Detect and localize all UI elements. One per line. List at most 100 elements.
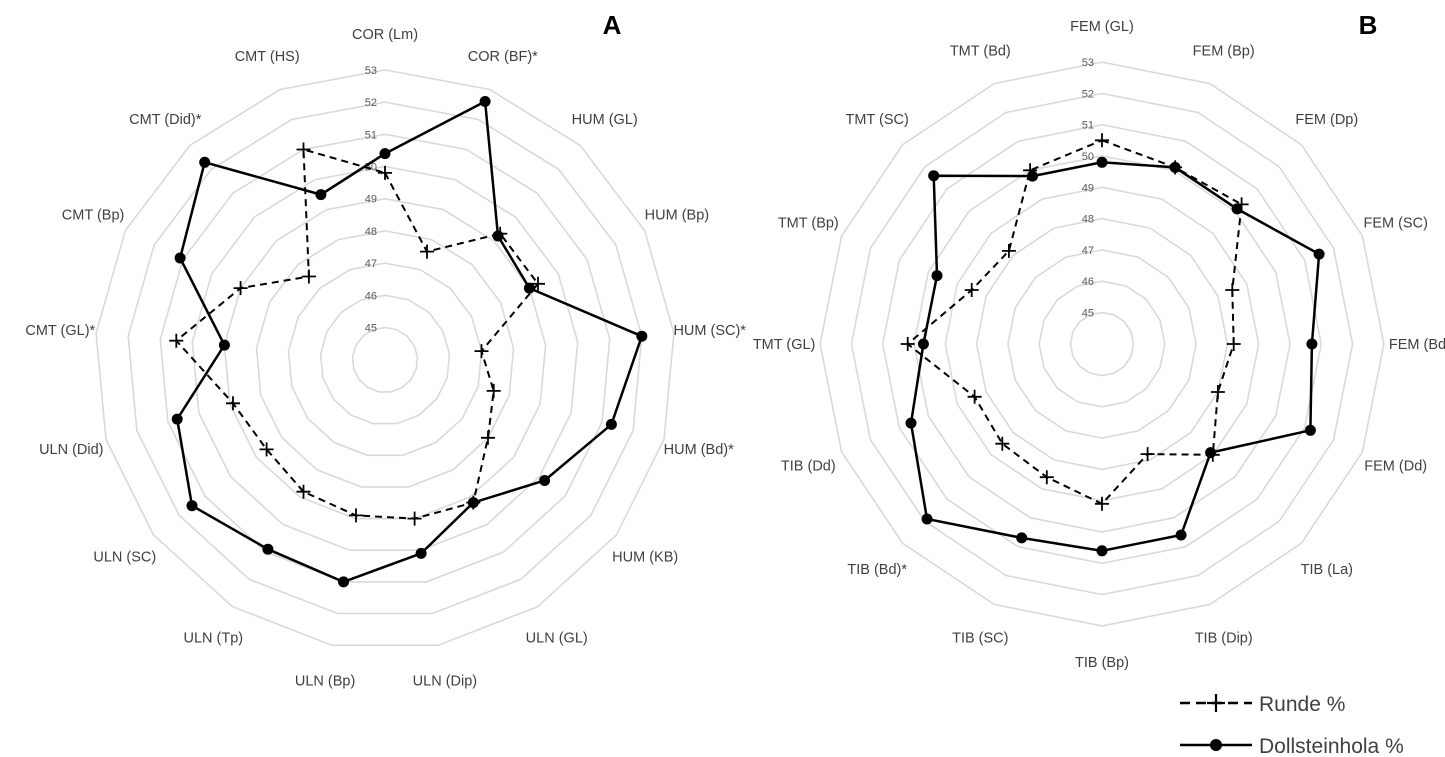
panel-b-letter: B bbox=[1359, 10, 1378, 40]
grid-ring bbox=[95, 69, 675, 647]
data-point-dollsteinhola bbox=[415, 547, 427, 559]
data-point-runde bbox=[296, 484, 311, 499]
data-point-dollsteinhola bbox=[262, 543, 274, 555]
legend-dollsteinhola-marker bbox=[1210, 739, 1222, 751]
category-label: TIB (Dd) bbox=[781, 459, 836, 475]
category-label: ULN (Tp) bbox=[183, 630, 243, 646]
category-label: ULN (Bp) bbox=[295, 674, 355, 690]
data-point-runde bbox=[296, 142, 311, 157]
grid-ring bbox=[287, 262, 483, 457]
radial-tick-label: 50 bbox=[1082, 151, 1094, 163]
data-point-runde bbox=[531, 276, 545, 291]
data-point-dollsteinhola bbox=[1096, 545, 1108, 557]
category-label: FEM (Bp) bbox=[1193, 43, 1255, 59]
data-point-dollsteinhola bbox=[928, 170, 940, 182]
grid-ring bbox=[351, 326, 419, 393]
radial-tick-label: 51 bbox=[1082, 120, 1094, 132]
radar-chart-b: 45 46 47 48 49 50 51 52 53 FEM (GL) FEM (Bp) FEM (D… bbox=[753, 19, 1445, 671]
data-point-dollsteinhola bbox=[218, 339, 230, 351]
category-label: CMT (GL)* bbox=[25, 323, 95, 339]
radial-tick-label: 47 bbox=[1082, 245, 1094, 257]
data-point-dollsteinhola bbox=[479, 96, 491, 107]
grid-ring bbox=[319, 294, 451, 425]
data-point-dollsteinhola bbox=[1231, 203, 1243, 215]
radial-tick-label: 45 bbox=[365, 323, 377, 335]
data-point-runde bbox=[964, 283, 979, 297]
category-label: TIB (SC) bbox=[952, 631, 1008, 647]
data-point-dollsteinhola bbox=[1205, 447, 1217, 459]
data-point-dollsteinhola bbox=[174, 252, 186, 264]
grid-ring bbox=[255, 230, 515, 488]
legend-runde-marker bbox=[1207, 694, 1225, 712]
category-label: HUM (Bp) bbox=[645, 208, 709, 224]
data-point-runde bbox=[407, 511, 422, 526]
legend: Runde % Dollsteinhola % bbox=[1180, 693, 1404, 757]
data-point-dollsteinhola bbox=[1016, 532, 1028, 544]
data-point-dollsteinhola bbox=[492, 230, 504, 242]
data-point-runde bbox=[486, 383, 501, 398]
legend-item-dollsteinhola: Dollsteinhola % bbox=[1180, 735, 1404, 757]
category-label: CMT (Bp) bbox=[62, 208, 125, 224]
data-point-runde bbox=[1226, 337, 1241, 351]
data-point-dollsteinhola bbox=[186, 500, 198, 512]
radial-tick-label: 49 bbox=[365, 194, 377, 206]
radial-tick-label: 48 bbox=[1082, 214, 1094, 226]
data-point-dollsteinhola bbox=[1306, 338, 1318, 350]
data-point-dollsteinhola bbox=[1027, 170, 1038, 182]
data-point-runde bbox=[1001, 243, 1016, 258]
data-point-runde bbox=[1140, 447, 1155, 462]
panel-a-letter: A bbox=[603, 10, 622, 40]
category-label: HUM (SC)* bbox=[673, 323, 746, 339]
category-label: ULN (GL) bbox=[526, 630, 588, 646]
data-point-dollsteinhola bbox=[1313, 248, 1325, 260]
category-label: FEM (Dd) bbox=[1364, 459, 1427, 475]
category-label: TMT (Bd) bbox=[950, 43, 1011, 59]
category-label: CMT (HS) bbox=[235, 49, 300, 65]
data-point-dollsteinhola bbox=[338, 576, 349, 588]
series-line-runde bbox=[174, 148, 540, 520]
radial-tick-label: 53 bbox=[365, 65, 377, 77]
data-point-dollsteinhola bbox=[636, 330, 648, 342]
legend-item-runde: Runde % bbox=[1180, 693, 1345, 716]
category-label: TMT (Bp) bbox=[778, 215, 839, 231]
series-line-dollsteinhola bbox=[175, 99, 644, 584]
grid-ring bbox=[819, 61, 1385, 627]
radial-tick-label: 49 bbox=[1082, 182, 1094, 194]
data-point-runde bbox=[226, 396, 240, 411]
data-point-runde bbox=[481, 430, 495, 445]
data-point-dollsteinhola bbox=[905, 417, 917, 429]
category-label: FEM (Dp) bbox=[1295, 112, 1358, 128]
data-point-runde bbox=[301, 269, 316, 284]
category-label: TIB (La) bbox=[1301, 562, 1353, 578]
data-point-runde bbox=[1210, 385, 1225, 399]
category-label: FEM (SC) bbox=[1363, 215, 1427, 231]
radial-tick-label: 45 bbox=[1082, 308, 1094, 320]
data-point-dollsteinhola bbox=[1169, 161, 1181, 173]
category-label: FEM (GL) bbox=[1070, 19, 1134, 35]
grid-ring bbox=[850, 92, 1354, 596]
category-label: CMT (Did)* bbox=[129, 112, 202, 128]
category-label: TMT (SC) bbox=[846, 112, 909, 128]
data-point-runde bbox=[1095, 496, 1109, 511]
category-label: HUM (Bd)* bbox=[664, 442, 734, 458]
category-label: HUM (GL) bbox=[572, 112, 638, 128]
radial-tick-label: 53 bbox=[1082, 57, 1094, 69]
grid-ring bbox=[1069, 311, 1135, 377]
data-point-dollsteinhola bbox=[315, 189, 327, 201]
data-point-runde bbox=[1095, 133, 1109, 148]
grid-ring bbox=[913, 155, 1291, 533]
radial-tick-label: 47 bbox=[365, 258, 377, 270]
data-point-runde bbox=[967, 389, 982, 404]
radial-tick-label: 48 bbox=[365, 226, 377, 238]
data-point-runde bbox=[420, 244, 434, 259]
radial-tick-label: 52 bbox=[1082, 88, 1094, 100]
category-label: HUM (KB) bbox=[612, 550, 678, 566]
data-point-dollsteinhola bbox=[917, 338, 929, 350]
data-point-runde bbox=[233, 281, 248, 296]
data-point-runde bbox=[900, 337, 915, 351]
data-point-runde bbox=[995, 436, 1010, 451]
category-label: COR (Lm) bbox=[352, 27, 418, 43]
data-point-dollsteinhola bbox=[523, 282, 535, 294]
data-point-dollsteinhola bbox=[379, 148, 391, 160]
